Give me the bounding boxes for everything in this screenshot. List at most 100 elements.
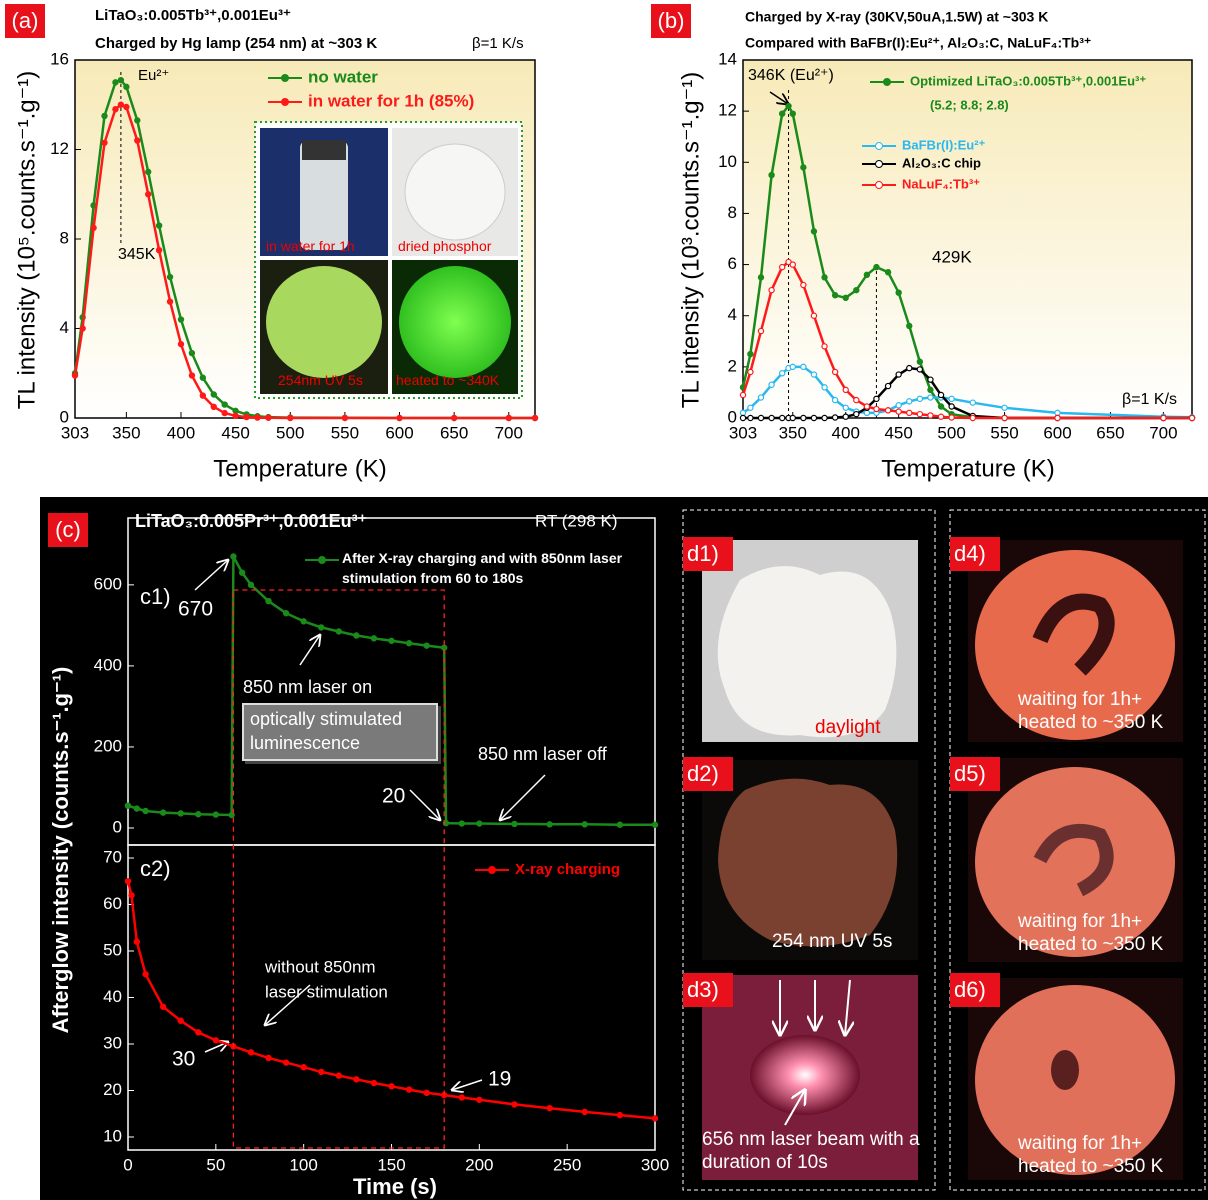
legend-swatch <box>318 556 326 564</box>
y-tick-label: 16 <box>50 49 69 68</box>
data-point <box>1160 414 1167 422</box>
data-point <box>747 368 754 376</box>
y-tick-label: 600 <box>94 574 122 593</box>
y-tick-label: 12 <box>50 139 69 158</box>
legend-swatch <box>875 181 883 189</box>
data-point <box>831 292 839 299</box>
chart-title: Compared with BaFBr(I):Eu²⁺, Al₂O₃:C, Na… <box>745 35 1091 51</box>
legend-label: no water <box>308 67 378 86</box>
data-point <box>142 971 149 978</box>
x-tick-label: 550 <box>331 423 359 442</box>
photo-caption: waiting for 1h+ heated to ~350 K <box>1018 1133 1164 1177</box>
chart-title: LiTaO₃:0.005Tb³⁺,0.001Eu³⁺ <box>95 7 291 24</box>
data-point <box>789 363 796 371</box>
y-tick-label: 40 <box>103 987 122 1006</box>
x-tick-label: 350 <box>112 423 140 442</box>
data-point <box>247 1049 255 1056</box>
x-tick-label: 303 <box>61 423 89 442</box>
data-point <box>778 414 786 422</box>
y-tick-label: 400 <box>94 655 122 674</box>
data-point <box>768 381 775 388</box>
x-tick-label: 50 <box>206 1155 225 1174</box>
data-point <box>177 316 185 323</box>
data-point <box>112 79 119 86</box>
x-tick-label: 400 <box>832 423 860 442</box>
data-point <box>842 404 849 411</box>
data-point <box>423 1089 430 1097</box>
data-point <box>123 83 130 91</box>
data-point <box>927 386 934 394</box>
x-tick-label: 450 <box>221 423 249 442</box>
legend-label: Optimized LiTaO₃:0.005Tb³⁺,0.001Eu³⁺ <box>910 73 1146 88</box>
data-point <box>238 569 246 576</box>
data-point <box>821 384 828 391</box>
y-tick-label: 0 <box>60 407 69 426</box>
data-point <box>145 168 152 176</box>
data-point <box>159 809 167 816</box>
data-point <box>916 366 924 373</box>
data-point <box>948 414 955 421</box>
annotation: β=1 K/s <box>1122 391 1177 408</box>
data-point <box>895 402 902 409</box>
series-line <box>126 880 656 1120</box>
data-point <box>370 635 378 642</box>
data-point <box>757 394 765 401</box>
y-tick-label: 4 <box>60 318 69 337</box>
data-point <box>232 412 239 419</box>
x-tick-label: 350 <box>779 423 807 442</box>
data-point <box>155 246 163 254</box>
legend-label: After X-ray charging and with 850nm lase… <box>342 550 623 586</box>
x-tick-label: 550 <box>990 423 1018 442</box>
data-point <box>916 358 924 365</box>
data-point <box>739 409 747 417</box>
data-point <box>863 403 871 410</box>
data-point <box>789 110 796 117</box>
data-point <box>195 1029 202 1036</box>
data-point <box>177 340 185 348</box>
data-point <box>128 892 135 899</box>
legend-label: X-ray charging <box>515 861 620 878</box>
data-point <box>145 191 152 198</box>
data-point <box>800 164 807 171</box>
data-point <box>124 802 132 809</box>
data-point <box>778 263 786 271</box>
data-point <box>768 286 775 294</box>
data-point <box>458 820 465 827</box>
data-point <box>458 1094 465 1101</box>
data-point <box>124 878 132 885</box>
peak-label: 429K <box>932 247 972 266</box>
data-point <box>853 396 860 404</box>
data-point <box>450 414 458 422</box>
data-point <box>396 414 403 422</box>
data-point <box>177 1017 184 1024</box>
data-point <box>335 1072 342 1079</box>
legend-swatch <box>281 98 289 106</box>
data-point <box>388 637 395 644</box>
data-point <box>511 820 518 828</box>
annotation: 20 <box>382 785 405 808</box>
data-point <box>800 363 807 371</box>
data-point <box>884 269 892 276</box>
annotation: 850 nm laser off <box>478 744 608 764</box>
x-tick-label: 150 <box>377 1155 405 1174</box>
data-point <box>123 103 130 111</box>
data-point <box>188 349 196 357</box>
y-tick-label: 50 <box>103 940 122 959</box>
photo-caption: waiting for 1h+ heated to ~350 K <box>1018 689 1164 733</box>
inset-caption: dried phosphor <box>398 238 492 254</box>
y-tick-label: 12 <box>718 101 737 120</box>
data-point <box>133 938 140 945</box>
data-point <box>265 1054 272 1062</box>
legend-swatch <box>875 142 883 150</box>
data-point <box>895 371 902 378</box>
laser-window <box>232 589 445 1149</box>
data-point <box>778 110 786 117</box>
data-point <box>906 364 913 372</box>
data-point <box>757 327 765 335</box>
y-tick-label: 60 <box>103 894 122 913</box>
data-point <box>969 414 976 422</box>
data-point <box>243 413 250 421</box>
photo-tag-box <box>950 537 1000 571</box>
x-tick-label: 200 <box>465 1155 493 1174</box>
